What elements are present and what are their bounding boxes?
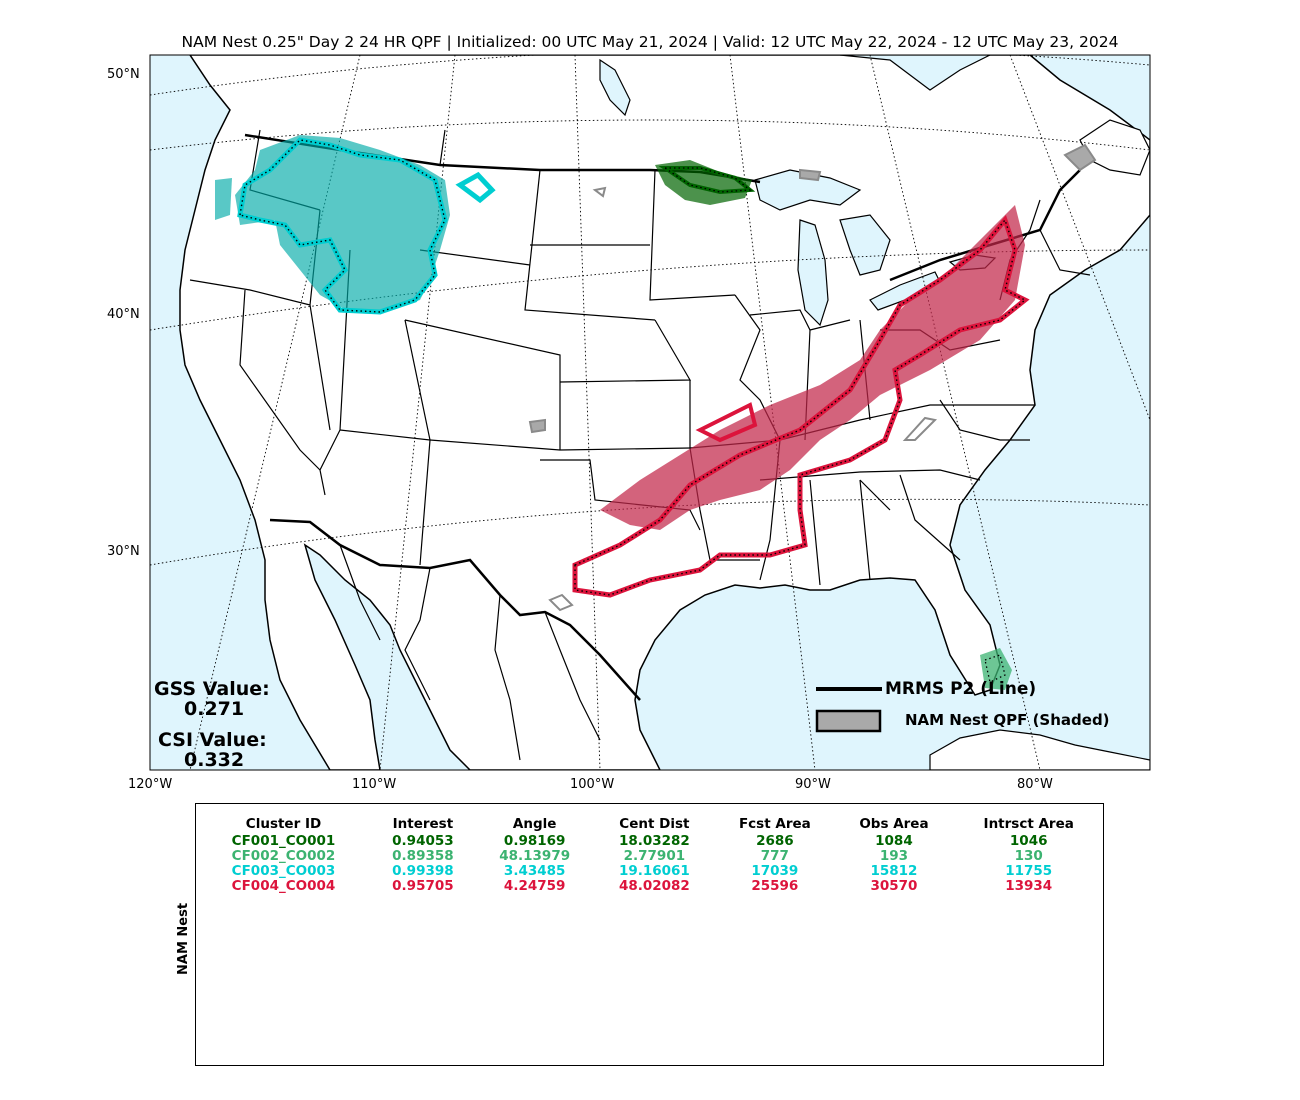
- table-cell: 11755: [1005, 863, 1053, 879]
- table-cell: 193: [879, 848, 909, 864]
- table-cell: 0.94053: [392, 833, 454, 849]
- header-interest: Interest: [392, 816, 454, 832]
- legend-line-label: MRMS P2 (Line): [885, 679, 1037, 699]
- table-cell: CF002_CO002: [231, 848, 336, 864]
- table-header-row: Cluster ID Interest Angle Cent Dist Fcst…: [196, 814, 1105, 834]
- map-frame: [149, 54, 1151, 771]
- table-cell: CF004_CO004: [231, 878, 336, 894]
- csi-value: 0.332: [184, 749, 245, 771]
- header-angle: Angle: [512, 816, 557, 832]
- table-cell: CF003_CO003: [231, 863, 336, 879]
- table-row: CF004_CO004 0.95705 4.24759 48.02082 25596 30…: [196, 879, 1105, 894]
- header-cent-dist: Cent Dist: [619, 816, 690, 832]
- lon-label-100: 100°W: [570, 777, 615, 792]
- header-fcst-area: Fcst Area: [738, 816, 811, 832]
- hudson-bay: [839, 55, 991, 91]
- cluster-cf002: [980, 648, 1012, 690]
- table-cell: 48.13979: [499, 848, 571, 864]
- lat-label-30: 30°N: [107, 544, 140, 559]
- chart-title: NAM Nest 0.25" Day 2 24 HR QPF | Initial…: [181, 33, 1119, 51]
- table-cell: CF001_CO001: [231, 833, 336, 849]
- header-cluster-id: Cluster ID: [245, 816, 322, 832]
- lat-label-40: 40°N: [107, 307, 140, 322]
- cluster-cf001: [655, 160, 756, 205]
- header-intrsct-area: Intrsct Area: [983, 816, 1074, 832]
- table-row: CF001_CO001 0.94053 0.98169 18.03282 2686 108…: [196, 834, 1105, 849]
- mexico-boundaries: [339, 544, 601, 761]
- lake-michigan: [797, 219, 829, 327]
- table-cell: 130: [1014, 848, 1043, 864]
- qpf-map: [149, 54, 1151, 771]
- table-cell: 0.89358: [392, 848, 454, 864]
- lake-huron: [839, 214, 891, 276]
- lon-label-80: 80°W: [1017, 777, 1053, 792]
- legend-shaded-label: NAM Nest QPF (Shaded): [905, 711, 1110, 729]
- stats-table: Cluster ID Interest Angle Cent Dist Fcst…: [196, 814, 1105, 894]
- lat-label-50: 50°N: [107, 67, 140, 82]
- legend-shaded-swatch: [815, 709, 882, 733]
- table-cell: 1084: [875, 833, 913, 849]
- cluster-cf004: [572, 205, 1030, 598]
- table-cell: 0.95705: [392, 878, 454, 894]
- land-cuba: [929, 729, 1150, 770]
- lake-winnipeg: [599, 58, 631, 117]
- header-obs-area: Obs Area: [859, 816, 929, 832]
- table-cell: 2.77901: [623, 848, 686, 864]
- table-row: CF003_CO003 0.99398 3.43485 19.16061 17039 15…: [196, 864, 1105, 879]
- table-cell: 30570: [870, 878, 918, 894]
- table-cell: 17039: [751, 863, 799, 879]
- cluster-cf003: [215, 135, 496, 315]
- table-cell: 3.43485: [503, 863, 566, 879]
- table-side-label: NAM Nest: [176, 902, 191, 975]
- lon-label-110: 110°W: [352, 777, 397, 792]
- table-cell: 15812: [870, 863, 918, 879]
- table-cell: 0.99398: [392, 863, 454, 879]
- table-cell: 0.98169: [503, 833, 566, 849]
- us-mexico-border: [269, 518, 641, 701]
- table-cell: 2686: [756, 833, 794, 849]
- lon-label-120: 120°W: [128, 777, 173, 792]
- gss-value: 0.271: [184, 698, 245, 720]
- table-cell: 4.24759: [503, 878, 566, 894]
- csi-label: CSI Value:: [158, 729, 267, 751]
- lon-label-90: 90°W: [795, 777, 831, 792]
- table-cell: 25596: [751, 878, 799, 894]
- table-cell: 18.03282: [618, 833, 690, 849]
- table-cell: 19.16061: [618, 863, 690, 879]
- unmatched-objects: [528, 143, 1097, 612]
- table-row: CF002_CO002 0.89358 48.13979 2.77901 777 193 1…: [196, 849, 1105, 864]
- table-cell: 777: [760, 848, 789, 864]
- table-cell: 48.02082: [618, 878, 690, 894]
- table-cell: 1046: [1009, 833, 1048, 849]
- gss-label: GSS Value:: [154, 678, 270, 700]
- table-cell: 13934: [1005, 878, 1053, 894]
- cluster-stats-table: Cluster ID Interest Angle Cent Dist Fcst…: [195, 803, 1104, 1066]
